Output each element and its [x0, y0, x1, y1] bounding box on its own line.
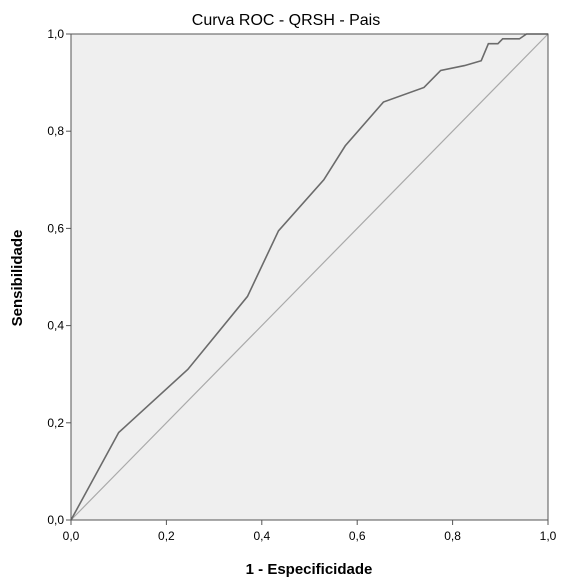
y-tick-label: 0,4 — [47, 319, 64, 333]
x-axis: 0,0 0,2 0,4 0,6 0,8 1,0 — [63, 520, 557, 543]
y-tick-label: 0,8 — [47, 124, 64, 138]
curves — [70, 33, 549, 521]
y-tick-label: 0,2 — [47, 416, 64, 430]
x-tick-label: 0,0 — [63, 529, 80, 543]
x-tick-label: 0,8 — [444, 529, 461, 543]
y-tick-label: 0,6 — [47, 221, 64, 235]
reference-line — [70, 33, 549, 521]
x-tick-label: 1,0 — [540, 529, 557, 543]
x-tick-label: 0,6 — [349, 529, 366, 543]
plot-frame — [70, 33, 549, 521]
x-axis-label: 1 - Especificidade — [246, 561, 373, 578]
x-tick-label: 0,4 — [253, 529, 270, 543]
roc-curve-line — [70, 33, 548, 521]
chart-title: Curva ROC - QRSH - Pais — [192, 12, 380, 29]
y-axis: 0,0 0,2 0,4 0,6 0,8 1,0 — [47, 27, 71, 527]
y-tick-label: 0,0 — [47, 513, 64, 527]
x-tick-label: 0,2 — [158, 529, 175, 543]
y-axis-label: Sensibilidade — [9, 230, 26, 327]
y-tick-label: 1,0 — [47, 27, 64, 41]
